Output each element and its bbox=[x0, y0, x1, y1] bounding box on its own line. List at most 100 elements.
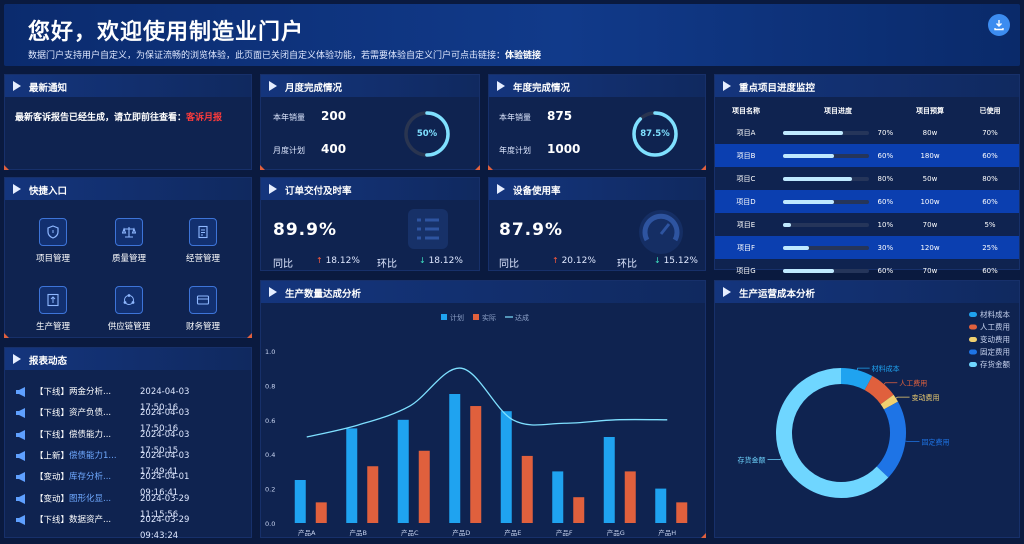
quick-item-label: 项目管理 bbox=[36, 254, 70, 264]
report-tag: 【下线】 bbox=[35, 515, 69, 525]
page-title: 您好，欢迎使用制造业门户 bbox=[28, 14, 304, 46]
project-name: 项目A bbox=[715, 121, 777, 144]
progress-text: 80% bbox=[871, 175, 893, 183]
report-item[interactable]: 【下线】偿债能力...2024-04-03 17:50:15 bbox=[15, 427, 121, 443]
report-date: 2024-03-29 09:43:24 bbox=[140, 512, 230, 544]
project-name: 项目F bbox=[715, 236, 777, 259]
quick-item-supply-chain[interactable]: 供应链管理 bbox=[99, 286, 159, 332]
report-name[interactable]: 图形化显... bbox=[69, 491, 121, 507]
quick-item-production[interactable]: 生产管理 bbox=[23, 286, 83, 332]
download-button[interactable] bbox=[988, 14, 1010, 36]
triangle-icon bbox=[13, 354, 21, 364]
panel-header: 生产运营成本分析 bbox=[715, 281, 1019, 303]
project-progress: 70% bbox=[777, 121, 899, 144]
ring-percent: 87.5% bbox=[629, 129, 681, 139]
quick-item-finance[interactable]: 财务管理 bbox=[173, 286, 233, 332]
project-progress: 60% bbox=[777, 190, 899, 213]
report-item[interactable]: 【变动】库存分析...2024-04-01 09:16:41 bbox=[15, 469, 121, 485]
x-tick-label: 产品E bbox=[504, 528, 521, 537]
panel-corner bbox=[488, 165, 493, 170]
y-tick-label: 0.6 bbox=[265, 417, 275, 425]
bar-plan bbox=[604, 437, 615, 523]
panel-corner bbox=[247, 333, 252, 338]
panel-title: 设备使用率 bbox=[513, 183, 561, 197]
progress-fill bbox=[783, 246, 809, 250]
arrow-up-icon: ↑ bbox=[552, 256, 559, 265]
slice-label: 固定费用 bbox=[921, 437, 949, 446]
mom-compare: 环比 bbox=[377, 255, 397, 270]
progress-text: 30% bbox=[871, 244, 893, 252]
panel-title: 报表动态 bbox=[29, 353, 67, 367]
legend-label: 实际 bbox=[482, 313, 496, 322]
report-item[interactable]: 【下线】两金分析...2024-04-03 17:50:16 bbox=[15, 384, 121, 400]
quick-item-project[interactable]: 项目管理 bbox=[23, 218, 83, 264]
triangle-icon bbox=[269, 81, 277, 91]
x-tick-label: 产品B bbox=[350, 528, 367, 537]
donut-slice bbox=[868, 383, 887, 399]
report-item[interactable]: 【下线】资产负债...2024-04-03 17:50:16 bbox=[15, 405, 121, 421]
panel-header: 最新通知 bbox=[5, 75, 251, 97]
label-leader bbox=[896, 397, 910, 398]
triangle-icon bbox=[723, 81, 731, 91]
project-name: 项目E bbox=[715, 213, 777, 236]
slice-label: 材料成本 bbox=[872, 364, 900, 373]
progress-text: 60% bbox=[871, 152, 893, 160]
donut-slice bbox=[887, 399, 891, 405]
panel-corner bbox=[4, 165, 9, 170]
progress-fill bbox=[783, 223, 792, 227]
panel-header: 生产数量达成分析 bbox=[261, 281, 705, 303]
report-tag: 【下线】 bbox=[35, 430, 69, 440]
y-tick-label: 0.4 bbox=[265, 451, 275, 459]
mom-value: 15.12% bbox=[664, 256, 698, 266]
panel-title: 最新通知 bbox=[29, 80, 67, 94]
document-icon bbox=[196, 225, 210, 239]
column-header: 已使用 bbox=[961, 101, 1019, 121]
triangle-icon bbox=[269, 184, 277, 194]
sales-label: 本年销量 bbox=[499, 112, 531, 123]
project-progress: 30% bbox=[777, 236, 899, 259]
panel-corner bbox=[475, 165, 480, 170]
legend-swatch bbox=[969, 362, 977, 367]
project-used: 60% bbox=[961, 144, 1019, 167]
legend-label: 变动费用 bbox=[980, 334, 1010, 344]
notice-link[interactable]: 客诉月报 bbox=[186, 113, 222, 123]
progress-bar bbox=[783, 223, 869, 227]
legend-swatch bbox=[969, 350, 977, 355]
report-name[interactable]: 库存分析... bbox=[69, 469, 121, 485]
experience-link[interactable]: 体验链接 bbox=[505, 51, 541, 61]
report-name[interactable]: 偿债能力1... bbox=[69, 448, 121, 464]
label-leader bbox=[768, 459, 782, 460]
x-tick-label: 产品G bbox=[607, 528, 625, 537]
legend-swatch-actual bbox=[473, 314, 479, 320]
bar-actual bbox=[522, 456, 533, 523]
mom-value-group: ↓ 15.12% bbox=[654, 256, 698, 266]
page-description: 数据门户支持用户自定义，为保证流畅的浏览体验，此页面已关闭自定义体验功能，若需要… bbox=[28, 48, 541, 61]
horn-icon bbox=[15, 408, 29, 418]
arrow-down-icon: ↓ bbox=[419, 256, 426, 265]
cost-chart-panel: 生产运营成本分析 材料成本人工费用变动费用固定费用存货金额材料成本人工费用变动费… bbox=[714, 280, 1020, 538]
progress-text: 10% bbox=[871, 221, 893, 229]
yoy-compare: 同比 bbox=[499, 255, 519, 270]
report-item[interactable]: 【变动】图形化显...2024-03-29 11:15:56 bbox=[15, 491, 121, 507]
bar-actual bbox=[367, 466, 378, 523]
panel-header: 快捷入口 bbox=[5, 178, 251, 200]
legend-label: 人工费用 bbox=[980, 322, 1010, 332]
report-tag: 【上新】 bbox=[35, 451, 69, 461]
quick-item-business[interactable]: 经营管理 bbox=[173, 218, 233, 264]
report-item[interactable]: 【上新】偿债能力1...2024-04-03 17:49:41 bbox=[15, 448, 121, 464]
report-item[interactable]: 【下线】数据资产...2024-03-29 09:43:24 bbox=[15, 512, 121, 528]
mom-value-group: ↓ 18.12% bbox=[419, 256, 463, 266]
y-tick-label: 0.8 bbox=[265, 382, 275, 390]
plan-label: 年度计划 bbox=[499, 145, 531, 156]
report-name: 偿债能力... bbox=[69, 427, 121, 443]
chart-legend: 计划实际达成 bbox=[441, 313, 529, 322]
panel-title: 生产运营成本分析 bbox=[739, 286, 815, 300]
horn-icon bbox=[15, 451, 29, 461]
panel-title: 重点项目进度监控 bbox=[739, 80, 815, 94]
quick-item-quality[interactable]: 质量管理 bbox=[99, 218, 159, 264]
legend-swatch-plan bbox=[441, 314, 447, 320]
panel-corner bbox=[4, 333, 9, 338]
